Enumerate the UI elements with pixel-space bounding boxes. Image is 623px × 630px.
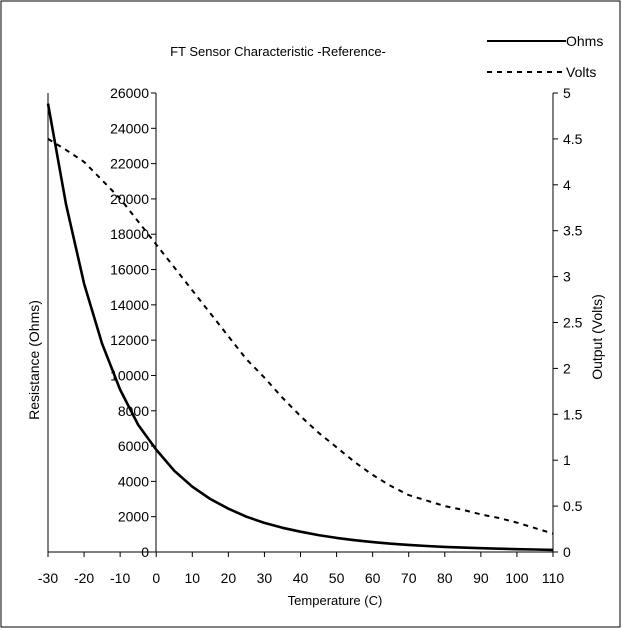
x-tick-label: 0 (152, 570, 160, 586)
y-axis-right-label: Output (Volts) (589, 294, 605, 380)
series-layer (46, 103, 554, 552)
y-right-tick-label: 2 (563, 360, 571, 376)
y-left-tick-label: 8000 (118, 403, 149, 419)
y-left-tick-label: 10000 (110, 367, 149, 383)
y-right-tick-label: 4.5 (563, 131, 583, 147)
y-left-tick-label: 26000 (110, 85, 149, 101)
y-right-tick-label: 1 (563, 452, 571, 468)
y-left-tick-label: 2000 (118, 509, 149, 525)
x-tick-label: 110 (542, 570, 565, 586)
y-right-tick-label: 2.5 (563, 315, 583, 331)
y-left-tick-label: 14000 (110, 297, 149, 313)
legend: Ohms Volts (487, 33, 603, 80)
x-tick-label: 40 (293, 570, 309, 586)
x-tick-label: 60 (365, 570, 381, 586)
y-left-tick-label: 4000 (118, 473, 149, 489)
series-line-volts (47, 138, 554, 535)
y-axis-left-label: Resistance (Ohms) (26, 300, 42, 420)
x-tick-label: 10 (184, 570, 200, 586)
y-right-tick-label: 4 (563, 177, 571, 193)
y-right-tick-label: 5 (563, 85, 571, 101)
x-tick-label: -30 (38, 570, 58, 586)
series-line-ohms (46, 103, 554, 552)
x-tick-label: 100 (505, 570, 529, 586)
x-tick-label: 20 (221, 570, 237, 586)
x-tick-label: 80 (437, 570, 453, 586)
x-tick-label: 50 (329, 570, 345, 586)
y-left-tick-label: 22000 (110, 156, 149, 172)
tick-labels: -30 -20 -10 0 10 20 30 40 50 60 70 80 90 100 110020004… (38, 85, 583, 586)
legend-label-volts: Volts (566, 64, 596, 80)
chart-title: FT Sensor Characteristic -Reference- (170, 44, 386, 59)
y-left-tick-label: 6000 (118, 438, 149, 454)
y-right-tick-label: 1.5 (563, 406, 583, 422)
x-axis-label: Temperature (C) (288, 593, 383, 608)
x-tick-label: -10 (110, 570, 130, 586)
plot-background (48, 93, 553, 552)
y-left-tick-label: 20000 (110, 191, 149, 207)
axes (47, 92, 558, 557)
x-tick-label: 30 (257, 570, 273, 586)
y-right-tick-label: 3 (563, 269, 571, 285)
x-tick-label: 90 (473, 570, 489, 586)
x-tick-label: -20 (74, 570, 94, 586)
y-right-tick-label: 0 (563, 544, 571, 560)
legend-label-ohms: Ohms (566, 33, 603, 49)
plot-area (48, 93, 553, 552)
y-left-tick-label: 16000 (110, 262, 149, 278)
y-left-tick-label: 24000 (110, 120, 149, 136)
y-right-tick-label: 0.5 (563, 498, 583, 514)
x-tick-label: 70 (401, 570, 417, 586)
y-left-tick-label: 0 (141, 544, 149, 560)
y-right-tick-label: 3.5 (563, 223, 583, 239)
y-left-tick-label: 18000 (110, 226, 149, 242)
y-left-tick-label: 12000 (110, 332, 149, 348)
